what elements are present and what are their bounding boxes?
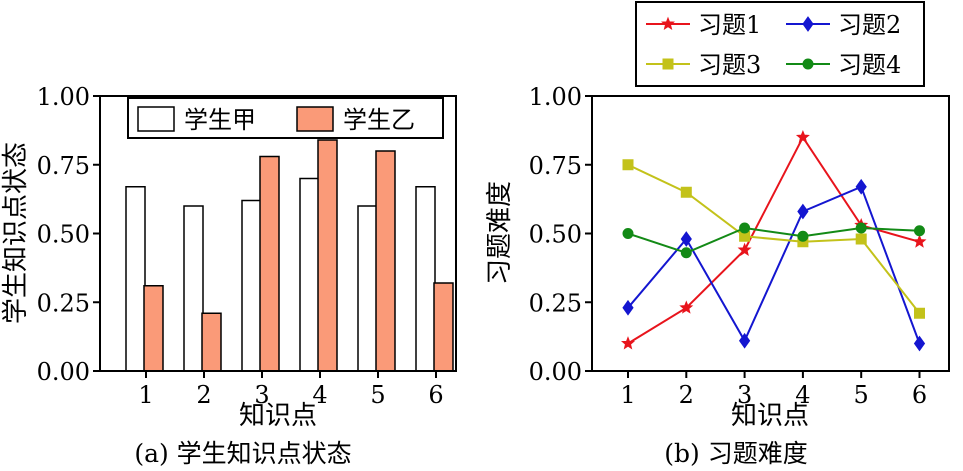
point-ex1-4 [795,129,810,144]
bar-y-tick-label: 1.00 [37,83,90,111]
bar-legend-frame [127,97,444,139]
point-ex4-1 [622,228,634,239]
point-ex4-3 [739,222,751,234]
point-ex1-2 [679,300,694,314]
bar-student-b-4 [317,139,338,372]
bar-x-tick-label: 6 [428,381,443,409]
line-chart-caption: (b) 习题难度 [664,439,807,468]
bar-legend: 学生甲 学生乙 [127,97,444,139]
bar-student-b-2 [201,312,222,372]
bar-y-ticks: 0.00 0.25 0.50 0.75 1.00 [37,83,100,386]
legend-label-ex2: 习题2 [838,11,901,39]
bar-x-axis-label: 知识点 [239,401,317,431]
point-ex3-2 [680,186,692,198]
bar-student-a-2 [183,205,204,372]
point-ex1-1 [621,336,635,350]
legend-label-ex4: 习题4 [838,51,901,79]
line-series-group [621,129,927,352]
point-ex3-6 [914,307,925,319]
bar-student-b-6 [433,282,454,372]
point-ex1-6 [912,234,927,248]
line-x-tick-label: 2 [679,381,694,409]
bar-x-tick-label: 5 [370,381,385,409]
legend-swatch-student-a [137,106,175,132]
line-y-tick-label: 0.75 [529,152,582,180]
point-ex2-1 [622,299,634,316]
line-chart-panel: 0.00 0.25 0.50 0.75 1.00 1 2 3 4 5 6 习题1 习题2 习题3 习题4… [485,1,950,468]
legend-swatch-student-b [296,106,334,132]
line-x-axis-label: 知识点 [731,401,809,431]
line-series-ex4 [627,226,920,254]
bar-x-ticks: 1 2 3 4 5 6 [138,371,444,409]
bar-chart-caption: (a) 学生知识点状态 [134,439,351,468]
bar-x-tick-label: 1 [138,381,153,409]
legend-marker-ex2 [802,16,814,32]
line-x-tick-label: 3 [737,381,752,409]
bar-y-tick-label: 0.25 [37,289,90,317]
bar-student-a-5 [357,205,378,372]
line-series-ex1 [627,135,920,345]
line-x-ticks: 1 2 3 4 5 6 [620,371,927,409]
point-ex3-5 [855,233,867,245]
line-series-ex2 [627,185,921,344]
bar-student-a-3 [241,199,262,372]
bar-student-a-4 [299,177,320,372]
bar-student-a-1 [125,186,146,372]
legend-marker-ex3 [662,58,674,70]
point-ex1-3 [737,242,752,257]
line-y-tick-label: 0.25 [529,289,582,317]
legend-label-ex1: 习题1 [698,11,761,39]
legend-label-ex3: 习题3 [698,51,761,79]
point-ex4-6 [914,225,925,237]
point-ex4-2 [680,247,692,259]
point-ex3-1 [622,159,634,171]
bar-group [125,139,454,372]
line-y-tick-label: 0.50 [529,221,582,249]
bar-student-a-6 [415,186,436,372]
bar-x-tick-label: 4 [312,381,327,409]
line-y-tick-label: 0.00 [529,358,582,386]
point-ex4-4 [797,230,809,242]
bar-x-tick-label: 2 [196,381,211,409]
bar-student-b-3 [259,155,280,372]
bar-y-tick-label: 0.50 [37,221,90,249]
line-legend-frame [635,1,925,87]
line-x-tick-label: 4 [795,381,810,409]
point-ex2-3 [738,332,751,349]
legend-marker-ex4 [802,58,814,70]
point-ex2-5 [855,178,867,195]
point-ex2-4 [797,203,809,220]
line-y-ticks: 0.00 0.25 0.50 0.75 1.00 [529,83,592,386]
legend-label-student-b: 学生乙 [343,106,415,134]
line-legend: 习题1 习题2 习题3 习题4 [635,1,925,87]
line-x-tick-label: 1 [620,381,635,409]
legend-marker-ex1 [661,16,675,31]
bar-student-b-5 [375,150,396,372]
bar-x-tick-label: 3 [254,381,269,409]
bar-y-tick-label: 0.00 [37,358,90,386]
line-x-tick-label: 5 [854,381,869,409]
bar-y-tick-label: 0.75 [37,152,90,180]
point-ex4-5 [855,222,867,234]
point-ex2-6 [913,335,926,352]
line-x-tick-label: 6 [912,381,927,409]
legend-label-student-a: 学生甲 [184,106,256,134]
point-ex2-2 [680,231,692,247]
line-series-ex3 [627,163,921,314]
line-plot-frame [591,95,950,372]
line-y-axis-label: 习题难度 [485,181,515,285]
bar-student-b-1 [143,285,164,372]
line-y-tick-label: 1.00 [529,83,582,111]
bar-y-axis-label: 学生知识点状态 [1,142,31,324]
